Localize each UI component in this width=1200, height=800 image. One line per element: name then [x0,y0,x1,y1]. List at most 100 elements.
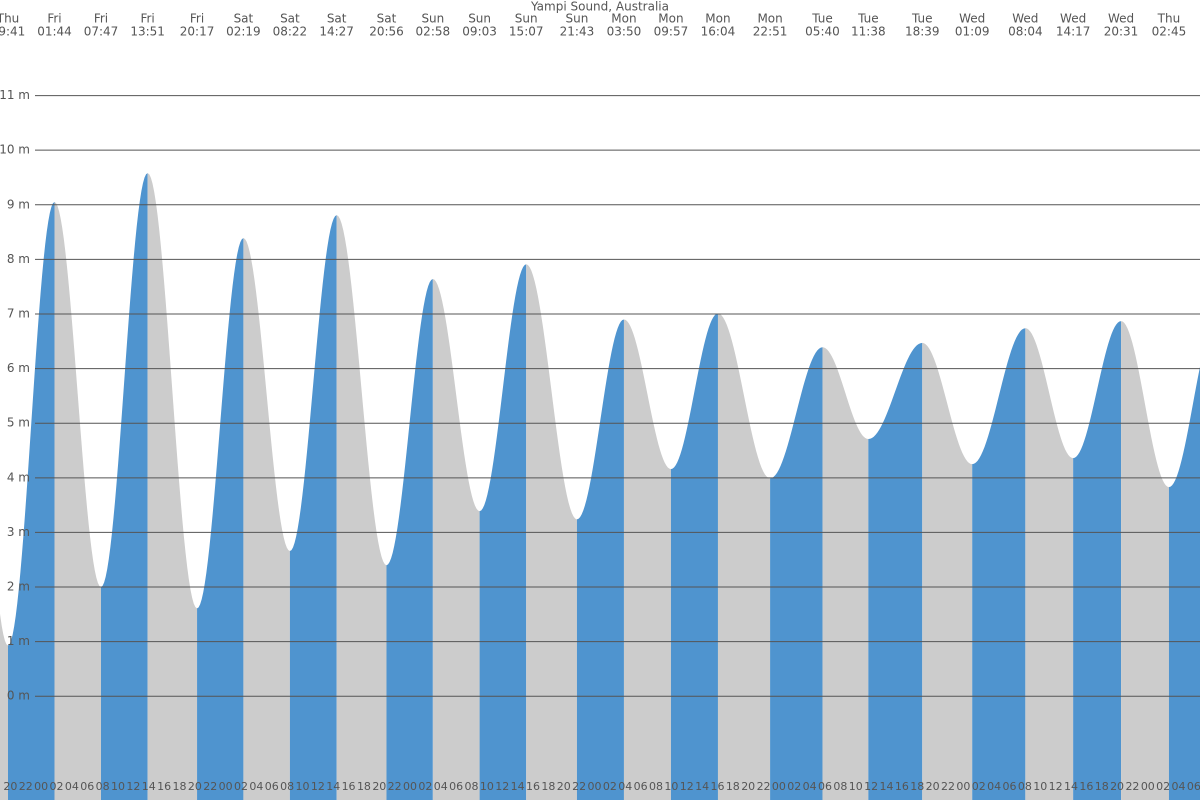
extreme-time: 08:22 [273,25,308,39]
hour-label: 08 [465,780,479,793]
extreme-day: Sat [234,12,254,26]
extreme-time: 18:39 [905,25,940,39]
hour-label: 06 [634,780,648,793]
hour-label: 14 [142,780,156,793]
hour-label: 10 [480,780,494,793]
hour-label: 22 [19,780,33,793]
hour-label: 16 [895,780,909,793]
extreme-time: 05:40 [805,25,840,39]
hour-label: 18 [726,780,740,793]
extreme-day: Sat [280,12,300,26]
tide-area [0,613,8,800]
hour-label: 00 [219,780,233,793]
tide-area [289,215,337,800]
extreme-day: Mon [705,12,730,26]
hour-label: 02 [50,780,64,793]
extreme-time: 14:27 [319,25,354,39]
extreme-time: 09:03 [462,25,497,39]
hour-label: 02 [787,780,801,793]
hour-label: 10 [111,780,125,793]
extreme-day: Wed [959,12,985,26]
hour-label: 04 [987,780,1001,793]
hour-label: 10 [849,780,863,793]
extreme-day: Mon [658,12,683,26]
hour-label: 16 [1079,780,1093,793]
extreme-day: Fri [47,12,61,26]
hour-label: 18 [541,780,555,793]
extreme-time: 15:07 [509,25,544,39]
tide-area [1025,328,1074,800]
tide-area [432,279,480,800]
hour-label: 12 [680,780,694,793]
tide-area [1073,321,1122,800]
extreme-time: 19:41 [0,25,25,39]
hour-label: 10 [664,780,678,793]
extreme-day: Fri [140,12,154,26]
extreme-time: 14:17 [1056,25,1091,39]
hour-label: 14 [511,780,525,793]
extreme-time: 02:58 [416,25,451,39]
extreme-day: Tue [811,12,833,26]
extreme-day: Thu [0,12,19,26]
hour-label: 06 [1187,780,1200,793]
hour-label: 04 [618,780,632,793]
hour-label: 14 [326,780,340,793]
hour-label: 20 [741,780,755,793]
extreme-day: Wed [1060,12,1086,26]
hour-label: 10 [1033,780,1047,793]
hour-label: 20 [188,780,202,793]
extreme-day: Fri [190,12,204,26]
hour-label: 06 [80,780,94,793]
tide-area [336,215,387,800]
hour-label: 16 [710,780,724,793]
extreme-day: Thu [1157,12,1181,26]
hour-label: 16 [157,780,171,793]
extreme-time: 02:45 [1152,25,1187,39]
hour-label: 04 [434,780,448,793]
hour-label: 08 [280,780,294,793]
tide-area [670,313,718,800]
extreme-day: Sat [377,12,397,26]
hour-label: 02 [418,780,432,793]
hour-label: 20 [1110,780,1124,793]
extreme-time: 22:51 [753,25,788,39]
hour-label: 08 [1018,780,1032,793]
hour-label: 10 [295,780,309,793]
tide-area [717,313,771,800]
extreme-day: Sun [421,12,444,26]
extreme-time: 03:50 [607,25,642,39]
hour-label: 08 [649,780,663,793]
hour-label: 04 [803,780,817,793]
y-tick-label: 0 m [7,689,30,703]
y-tick-label: 6 m [7,361,30,375]
tide-area [868,342,923,800]
chart-title: Yampi Sound, Australia [530,0,669,14]
extreme-day: Wed [1108,12,1134,26]
hour-label: 12 [311,780,325,793]
extreme-time: 01:09 [955,25,990,39]
y-tick-label: 11 m [0,88,30,102]
hour-label: 04 [1172,780,1186,793]
hour-label: 06 [1002,780,1016,793]
hour-label: 18 [1095,780,1109,793]
tide-area [197,238,244,800]
y-tick-label: 9 m [7,197,30,211]
hour-label: 16 [342,780,356,793]
hour-label: 18 [357,780,371,793]
y-tick-label: 8 m [7,252,30,266]
hour-label: 12 [864,780,878,793]
extreme-time: 07:47 [84,25,119,39]
extreme-day: Sun [468,12,491,26]
extreme-time: 08:04 [1008,25,1043,39]
hour-label: 22 [941,780,955,793]
hour-label: 20 [3,780,17,793]
tide-area [822,347,869,800]
extreme-time: 01:44 [37,25,72,39]
extreme-time: 09:57 [654,25,689,39]
hour-label: 08 [96,780,110,793]
extreme-day: Mon [611,12,636,26]
tide-area [576,319,624,800]
y-tick-label: 5 m [7,416,30,430]
extreme-time: 20:31 [1104,25,1139,39]
